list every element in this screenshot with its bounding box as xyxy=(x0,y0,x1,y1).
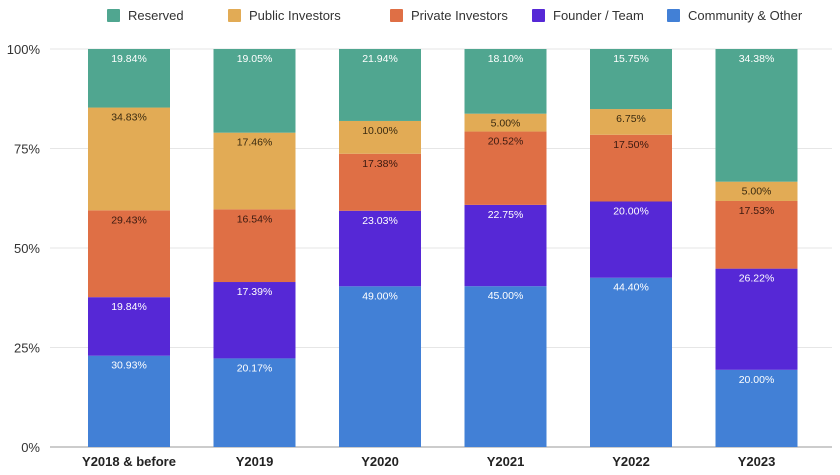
bar-segment xyxy=(715,369,798,447)
legend-swatch xyxy=(667,9,680,22)
data-label: 44.40% xyxy=(613,282,649,294)
bar-segment xyxy=(213,282,296,359)
y-tick-label: 50% xyxy=(14,241,40,256)
gridlines: 0% 25% 50% 75% 100% xyxy=(7,42,832,455)
data-label: 17.46% xyxy=(237,137,273,149)
x-tick-label: Y2023 xyxy=(738,454,776,469)
bar-segment xyxy=(715,268,798,370)
bar-stack: 44.40% 20.00% 17.50% 6.75% 15.75% xyxy=(590,49,672,447)
bar-segment xyxy=(339,120,421,154)
bar-segment xyxy=(590,277,672,447)
bar-segment xyxy=(590,134,672,202)
legend-label: Community & Other xyxy=(688,8,803,23)
legend-item: Founder / Team xyxy=(532,8,644,23)
data-label: 19.84% xyxy=(111,53,147,65)
data-label: 6.75% xyxy=(616,113,646,125)
bar-segment xyxy=(213,132,296,210)
bar-segment xyxy=(339,286,421,447)
bar-segment xyxy=(88,49,170,108)
data-label: 16.54% xyxy=(237,213,273,225)
data-label: 17.50% xyxy=(613,139,649,151)
x-tick-label: Y2021 xyxy=(487,454,525,469)
data-label: 49.00% xyxy=(362,290,398,302)
legend-label: Reserved xyxy=(128,8,184,23)
legend-swatch xyxy=(107,9,120,22)
data-label: 19.84% xyxy=(111,301,147,313)
bar-segment xyxy=(339,210,421,287)
data-label: 17.38% xyxy=(362,158,398,170)
bar-segment xyxy=(88,210,170,298)
bar-segment xyxy=(88,107,170,211)
x-axis: Y2018 & before Y2019 Y2020 Y2021 Y2022 Y2023 xyxy=(82,454,775,469)
y-tick-label: 0% xyxy=(21,440,40,455)
legend-item: Reserved xyxy=(107,8,184,23)
legend-label: Private Investors xyxy=(411,8,508,23)
bar-segment xyxy=(715,49,798,182)
x-tick-label: Y2022 xyxy=(612,454,650,469)
x-tick-label: Y2019 xyxy=(236,454,274,469)
data-label: 34.83% xyxy=(111,112,147,124)
x-tick-label: Y2020 xyxy=(361,454,399,469)
y-tick-label: 75% xyxy=(14,142,40,157)
data-label: 20.17% xyxy=(237,362,273,374)
legend-item: Public Investors xyxy=(228,8,341,23)
data-label: 19.05% xyxy=(237,53,273,65)
legend-swatch xyxy=(228,9,241,22)
legend-swatch xyxy=(532,9,545,22)
legend-swatch xyxy=(390,9,403,22)
bar-stack: 45.00% 22.75% 20.52% 5.00% 18.10% xyxy=(464,49,547,447)
legend: Reserved Public Investors Private Investor… xyxy=(107,8,803,23)
data-label: 22.75% xyxy=(488,209,524,221)
data-label: 17.53% xyxy=(739,205,775,217)
data-label: 29.43% xyxy=(111,214,147,226)
data-label: 10.00% xyxy=(362,125,398,137)
x-tick-label: Y2018 & before xyxy=(82,454,176,469)
legend-item: Community & Other xyxy=(667,8,803,23)
bar-segment xyxy=(88,297,170,356)
bar-segment xyxy=(339,153,421,211)
bar-stack: 30.93% 19.84% 29.43% 34.83% 19.84% xyxy=(88,49,170,447)
bar-segment xyxy=(715,200,798,269)
bar-segment xyxy=(464,131,547,205)
legend-label: Public Investors xyxy=(249,8,341,23)
bar-segment xyxy=(464,113,547,132)
bar-segment xyxy=(464,204,547,287)
bar-segment xyxy=(339,49,421,121)
y-tick-label: 25% xyxy=(14,341,40,356)
bar-segment xyxy=(590,201,672,278)
bars: 30.93% 19.84% 29.43% 34.83% 19.84% 20.17% 17.3… xyxy=(88,49,798,447)
bar-segment xyxy=(213,49,296,133)
bar-segment xyxy=(715,181,798,201)
y-tick-label: 100% xyxy=(7,42,41,57)
data-label: 45.00% xyxy=(488,290,524,302)
bar-stack: 20.00% 26.22% 17.53% 5.00% 34.38% xyxy=(715,49,798,447)
bar-segment xyxy=(213,358,296,447)
bar-segment xyxy=(590,109,672,135)
data-label: 5.00% xyxy=(742,186,772,198)
data-label: 15.75% xyxy=(613,53,649,65)
data-label: 18.10% xyxy=(488,53,524,65)
bar-segment xyxy=(88,355,170,447)
legend-label: Founder / Team xyxy=(553,8,644,23)
bar-segment xyxy=(464,286,547,447)
bar-segment xyxy=(213,209,296,283)
data-label: 34.38% xyxy=(739,53,775,65)
data-label: 20.00% xyxy=(739,374,775,386)
data-label: 17.39% xyxy=(237,286,273,298)
data-label: 23.03% xyxy=(362,215,398,227)
bar-stack: 49.00% 23.03% 17.38% 10.00% 21.94% xyxy=(339,49,421,447)
data-label: 20.52% xyxy=(488,136,524,148)
bar-segment xyxy=(464,49,547,114)
data-label: 20.00% xyxy=(613,205,649,217)
data-label: 21.94% xyxy=(362,53,398,65)
data-label: 5.00% xyxy=(491,118,521,130)
bar-segment xyxy=(590,49,672,110)
bar-stack: 20.17% 17.39% 16.54% 17.46% 19.05% xyxy=(213,49,296,447)
legend-item: Private Investors xyxy=(390,8,508,23)
data-label: 30.93% xyxy=(111,360,147,372)
data-label: 26.22% xyxy=(739,273,775,285)
